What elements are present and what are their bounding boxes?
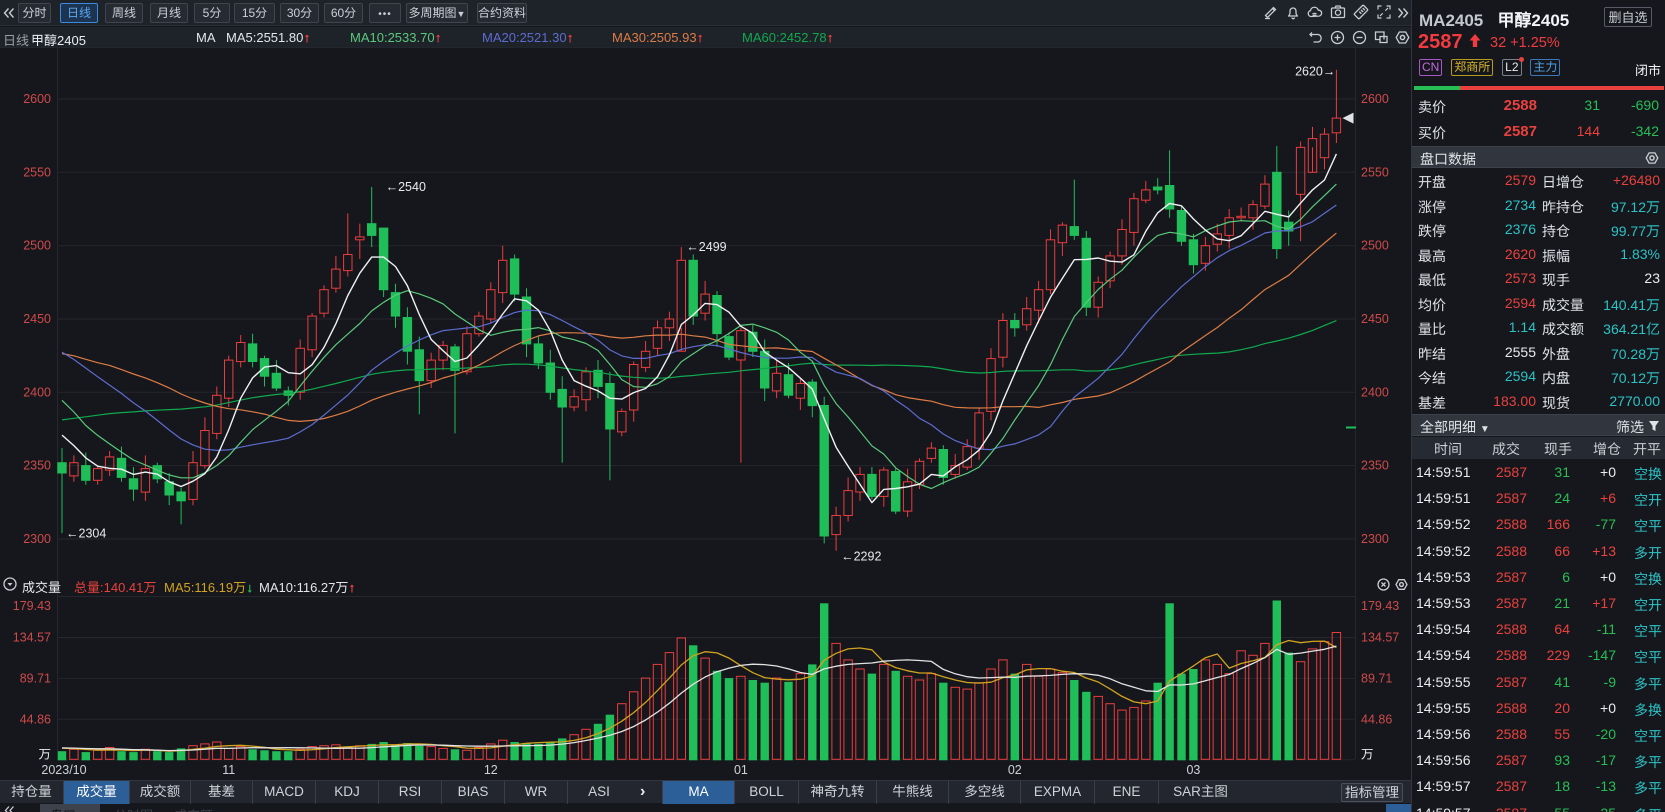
svg-text:万: 万 [38, 747, 51, 761]
svg-text:←2499: ←2499 [686, 240, 726, 254]
svg-text:2300: 2300 [1361, 532, 1389, 546]
svg-text:2400: 2400 [23, 385, 51, 399]
svg-text:2620→: 2620→ [1295, 65, 1335, 79]
svg-text:万: 万 [1361, 747, 1374, 761]
svg-text:2350: 2350 [23, 459, 51, 473]
svg-text:2450: 2450 [23, 312, 51, 326]
svg-text:2600: 2600 [23, 92, 51, 106]
svg-text:134.57: 134.57 [1361, 631, 1399, 645]
svg-text:2400: 2400 [1361, 385, 1389, 399]
svg-text:2350: 2350 [1361, 459, 1389, 473]
svg-text:134.57: 134.57 [13, 631, 51, 645]
svg-text:179.43: 179.43 [1361, 599, 1399, 613]
svg-text:←2540: ←2540 [386, 180, 426, 194]
svg-text:2500: 2500 [23, 239, 51, 253]
svg-text:89.71: 89.71 [1361, 671, 1392, 685]
svg-text:←2304: ←2304 [66, 527, 106, 541]
svg-text:44.86: 44.86 [1361, 712, 1392, 726]
svg-text:2550: 2550 [23, 165, 51, 179]
svg-text:2300: 2300 [23, 532, 51, 546]
svg-text:←2292: ←2292 [841, 550, 881, 564]
svg-text:2450: 2450 [1361, 312, 1389, 326]
svg-text:179.43: 179.43 [13, 599, 51, 613]
svg-text:44.86: 44.86 [20, 712, 51, 726]
svg-text:2550: 2550 [1361, 165, 1389, 179]
svg-text:89.71: 89.71 [20, 671, 51, 685]
svg-text:2600: 2600 [1361, 92, 1389, 106]
svg-text:2500: 2500 [1361, 239, 1389, 253]
